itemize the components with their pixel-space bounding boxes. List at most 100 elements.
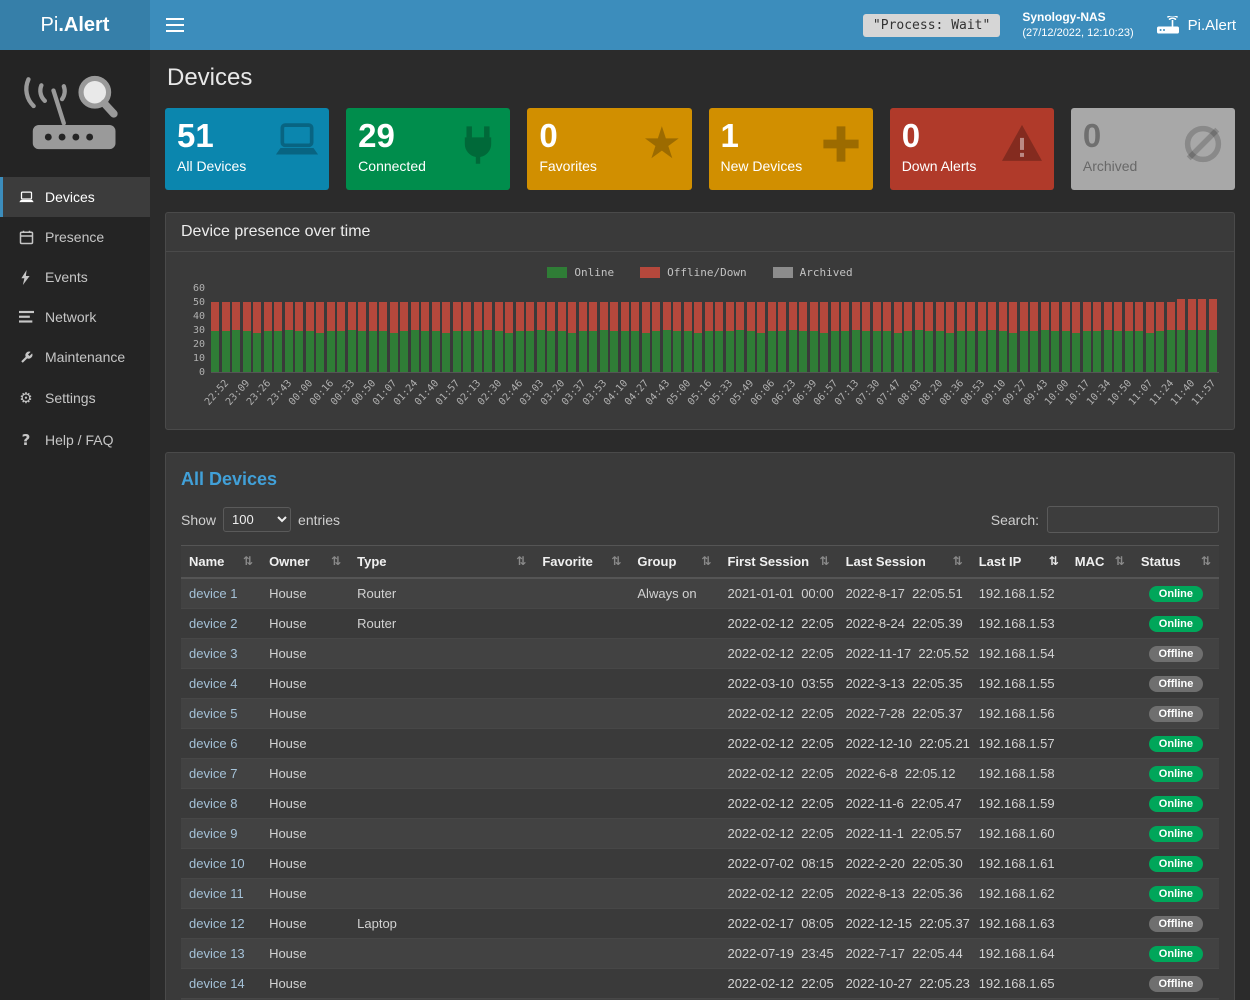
chart-bar [232, 302, 240, 372]
chart-bar [893, 302, 902, 372]
bar-segment-offline [1198, 299, 1206, 330]
chart-bar [211, 302, 219, 372]
chart-bar [956, 302, 965, 372]
stat-card-connected[interactable]: 29 Connected [346, 108, 511, 190]
column-header-owner[interactable]: Owner ⇅ [261, 545, 350, 579]
bar-segment-offline [1093, 302, 1101, 332]
device-link[interactable]: device 3 [189, 646, 238, 661]
device-link[interactable]: device 2 [189, 616, 238, 631]
column-header-name[interactable]: Name ⇅ [181, 545, 262, 579]
last-ip-cell: 192.168.1.61 [970, 848, 1067, 879]
device-link[interactable]: device 11 [189, 886, 244, 901]
device-link[interactable]: device 10 [189, 856, 245, 871]
table-row: device 11 House 2022-02-12 22:05 2022-8-13 … [181, 878, 1219, 909]
column-header-last-ip[interactable]: Last IP ⇅ [970, 545, 1067, 579]
hamburger-menu-button[interactable] [150, 0, 200, 50]
bar-segment-online [1040, 330, 1049, 372]
column-header-last-session[interactable]: Last Session ⇅ [837, 545, 971, 579]
bar-segment-online [1114, 331, 1122, 372]
bar-segment-online [746, 331, 755, 372]
last-session-cell: 2022-11-17 22:05.52 [837, 638, 971, 669]
chart-bar [1124, 302, 1133, 372]
chart-bar [673, 302, 681, 372]
first-session-cell: 2022-03-10 03:55 [719, 668, 838, 699]
bar-segment-online [820, 332, 828, 372]
last-session-cell: 2022-7-28 22:05.37 [837, 698, 971, 729]
stat-card-down-alerts[interactable]: 0 Down Alerts [889, 108, 1054, 190]
stat-card-all-devices[interactable]: 51 All Devices [165, 108, 330, 190]
bar-segment-offline [242, 302, 251, 332]
mac-cell [1066, 998, 1133, 1000]
stat-card-favorites[interactable]: 0 Favorites ★ [527, 108, 692, 190]
chart-bar [358, 302, 366, 372]
status-badge: Online [1148, 826, 1204, 842]
column-header-group[interactable]: Group ⇅ [629, 545, 720, 579]
device-link[interactable]: device 6 [189, 736, 238, 751]
chart-bar [452, 302, 461, 372]
column-header-type[interactable]: Type ⇅ [349, 545, 535, 579]
legend-swatch [640, 267, 661, 278]
bar-segment-online [305, 331, 314, 372]
y-tick-label: 0 [198, 367, 205, 378]
stat-card-new-devices[interactable]: 1 New Devices [708, 108, 873, 190]
first-session-cell: 2022-07-02 08:15 [719, 848, 838, 879]
chart-bar [925, 302, 933, 372]
device-link[interactable]: device 8 [189, 796, 238, 811]
type-cell: Router [349, 608, 535, 639]
device-link[interactable]: device 5 [189, 706, 238, 721]
device-link[interactable]: device 14 [189, 976, 245, 991]
column-header-favorite[interactable]: Favorite ⇅ [534, 545, 630, 579]
y-tick-label: 50 [192, 297, 205, 308]
sidebar-item-help-faq[interactable]: ? Help / FAQ [0, 419, 150, 461]
bar-segment-offline [410, 302, 419, 330]
chart-bar [379, 302, 387, 372]
sidebar-item-events[interactable]: Events [0, 257, 150, 297]
owner-cell: House [261, 938, 350, 969]
bar-segment-offline [1061, 302, 1070, 332]
column-header-status[interactable]: Status ⇅ [1132, 545, 1219, 579]
bar-segment-offline [505, 302, 513, 333]
first-session-cell: 2022-02-12 22:05 [719, 728, 838, 759]
entries-select[interactable]: 100 [223, 507, 292, 532]
table-row: device 15HouseSwitch Always on2022-02-12 … [181, 998, 1219, 1000]
bar-segment-offline [326, 302, 335, 332]
chart-bar [1156, 302, 1164, 372]
process-status-badge: "Process: Wait" [862, 13, 1001, 37]
bar-segment-online [704, 331, 713, 372]
device-link[interactable]: device 9 [189, 826, 238, 841]
bar-segment-online [284, 330, 293, 372]
sidebar-item-devices[interactable]: Devices [0, 177, 150, 217]
device-link[interactable]: device 12 [189, 916, 245, 931]
search-input[interactable] [1047, 506, 1219, 533]
topbar-app-link[interactable]: Pi.Alert [1156, 16, 1236, 34]
group-cell: Always on [629, 577, 720, 609]
sidebar-item-maintenance[interactable]: Maintenance [0, 337, 150, 377]
device-link[interactable]: device 4 [189, 676, 238, 691]
sidebar-item-settings[interactable]: ⚙ Settings [0, 377, 150, 419]
column-header-first-session[interactable]: First Session ⇅ [719, 545, 838, 579]
bar-segment-offline [274, 302, 282, 332]
device-link[interactable]: device 13 [189, 946, 245, 961]
brand-logo[interactable]: Pi .Alert [0, 0, 150, 50]
bar-segment-online [463, 331, 471, 372]
stat-card-archived[interactable]: 0 Archived [1070, 108, 1236, 190]
search-label: Search: [990, 511, 1039, 528]
bar-segment-online [379, 331, 387, 372]
sort-icon: ⇅ [243, 554, 254, 568]
column-header-mac[interactable]: MAC ⇅ [1066, 545, 1133, 579]
sidebar-item-label: Devices [45, 189, 95, 205]
sidebar-item-presence[interactable]: Presence [0, 217, 150, 257]
device-link[interactable]: device 1 [189, 586, 238, 601]
device-name-cell: device 14 [181, 968, 262, 999]
bar-segment-online [641, 332, 650, 372]
type-cell: Router [349, 577, 535, 609]
type-cell [349, 968, 535, 999]
bar-segment-offline [316, 302, 324, 333]
bar-segment-online [830, 331, 839, 372]
last-ip-cell: 192.168.1.65 [970, 968, 1067, 999]
bar-segment-offline [631, 302, 639, 332]
sidebar-item-network[interactable]: Network [0, 297, 150, 337]
page-title: Devices [167, 64, 253, 91]
device-link[interactable]: device 7 [189, 766, 238, 781]
chart-bar [652, 302, 660, 372]
